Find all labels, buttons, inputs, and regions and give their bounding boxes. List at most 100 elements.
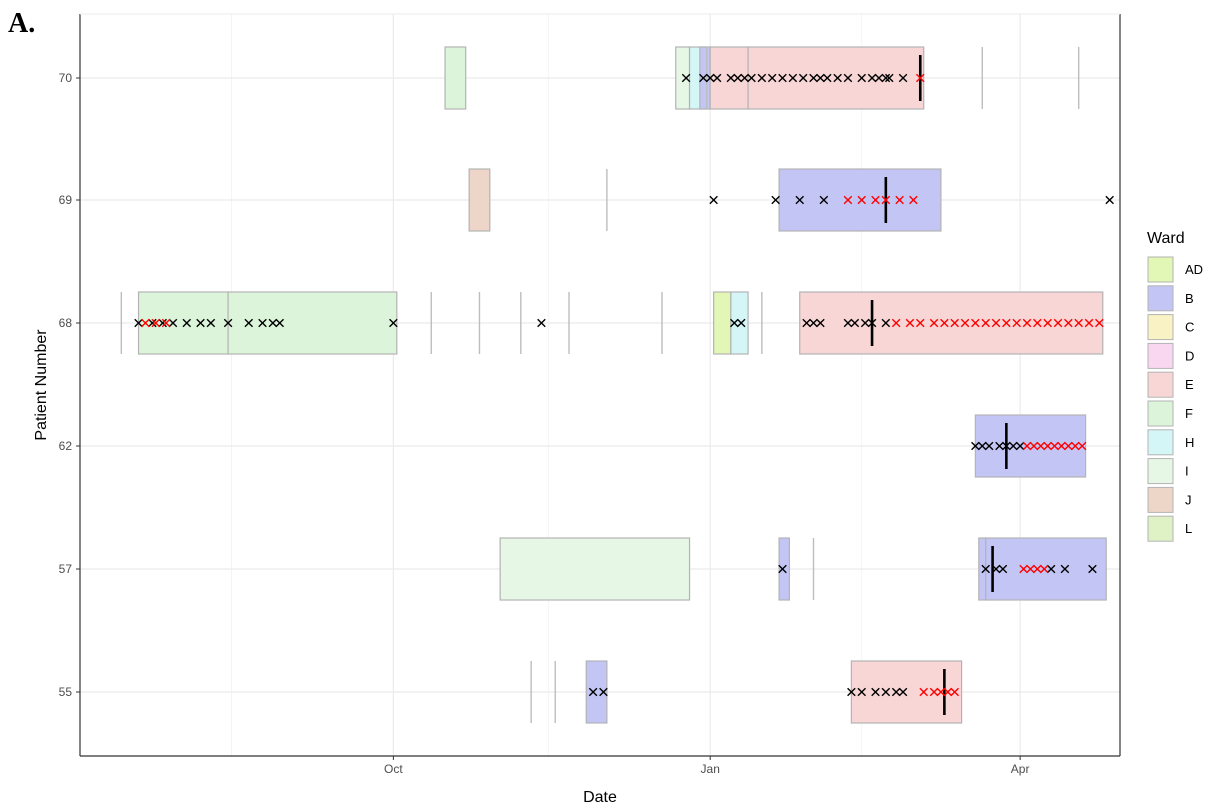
sample-negative-x [778,73,787,83]
cross-stroke [1033,564,1042,574]
sample-negative-x [244,318,254,328]
cross-stroke [857,73,867,83]
y-tick-label: 55 [59,685,73,699]
sample-positive-x [960,318,970,328]
cross-stroke [843,73,853,83]
cross-stroke [740,73,749,83]
cross-stroke [1019,564,1028,574]
sample-negative-x [981,564,990,574]
sample-positive-x [141,318,150,328]
cross-stroke [809,73,818,83]
legend-swatch-ad [1147,256,1174,283]
cross-stroke [168,318,178,328]
ward-box-b [978,537,987,601]
x-tick-label: Oct [384,762,403,776]
sample-positive-x [1084,318,1094,328]
cross-stroke [1064,441,1073,451]
sample-negative-x [881,318,891,328]
sample-negative-x [971,441,980,451]
cross-stroke [871,195,880,205]
ward-box-e [799,291,1104,355]
sample-positive-x [1077,441,1087,451]
sample-positive-x [971,318,980,328]
ward-box-b [974,414,1087,478]
sample-positive-x [1064,318,1073,328]
cross-stroke [1036,441,1046,451]
cross-stroke [929,318,939,328]
sample-negative-x [809,318,818,328]
sample-negative-x [871,687,880,697]
sample-negative-x [196,318,205,328]
cross-stroke [196,318,205,328]
sample-negative-x [726,73,736,83]
ward-box-i [675,46,691,110]
ward-box-e [709,46,749,110]
sample-positive-x [1002,318,1011,328]
ward-stay-boxes [137,46,1107,724]
cross-stroke [1029,441,1039,451]
cross-stroke [1033,318,1042,328]
sample-negative-x [860,318,870,328]
x-tick-label: Apr [1011,762,1030,776]
sample-negative-x [881,73,891,83]
sample-positive-x [929,318,939,328]
cross-stroke [867,318,877,328]
cross-stroke [1088,564,1097,574]
x-axis-title: Date [583,789,617,806]
sample-negative-x [998,564,1008,574]
sample-negative-x [767,73,777,83]
ward-box-f [444,46,467,110]
cross-stroke [681,73,691,83]
cross-stroke [802,318,811,328]
sample-positive-x [881,195,891,205]
sample-negative-x [867,73,877,83]
cross-stroke [733,73,743,83]
y-tick-label: 62 [59,439,73,453]
legend-label-d: D [1185,348,1194,363]
sample-negative-x [588,687,598,697]
sample-negative-x [1060,564,1070,574]
cross-stroke [950,687,959,697]
cross-stroke [778,564,787,574]
cross-stroke [726,73,736,83]
y-axis-title: Patient Number [33,329,50,441]
legend-swatch-i [1147,458,1174,485]
sample-negative-x [134,318,143,328]
legend-title: Ward [1147,230,1185,247]
cross-stroke [537,318,546,328]
sample-positive-x [1053,318,1063,328]
ward-box-b [699,46,711,110]
ward-box-b [778,537,791,601]
sample-negative-x [740,73,749,83]
cross-stroke [981,318,990,328]
cross-stroke [915,73,925,83]
sample-positive-x [1033,318,1042,328]
sample-negative-x [736,318,746,328]
sample-positive-x [1050,441,1059,451]
cross-stroke [1022,441,1032,451]
cross-stroke [1046,564,1056,574]
cross-stroke [998,564,1008,574]
sample-positive-x [1070,441,1080,451]
sample-negative-x [158,318,167,328]
cross-stroke [1105,195,1114,205]
cross-stroke [898,687,908,697]
cross-stroke [258,318,267,328]
sample-negative-x [712,73,722,83]
cross-stroke [881,73,891,83]
sample-negative-x [1002,441,1011,451]
sample-positive-x [1039,564,1049,574]
sample-positive-x [1029,441,1039,451]
sample-negative-x [1015,441,1025,451]
cross-stroke [884,73,894,83]
cross-stroke [1077,441,1087,451]
sample-positive-x [950,687,959,697]
sample-negative-x [798,73,808,83]
ward-box-b [585,660,608,724]
sample-negative-x [537,318,546,328]
cross-stroke [867,73,877,83]
cross-stroke [860,318,870,328]
legend-label-j: J [1185,492,1192,507]
sample-negative-x [681,73,691,83]
sample-negative-x [898,687,908,697]
